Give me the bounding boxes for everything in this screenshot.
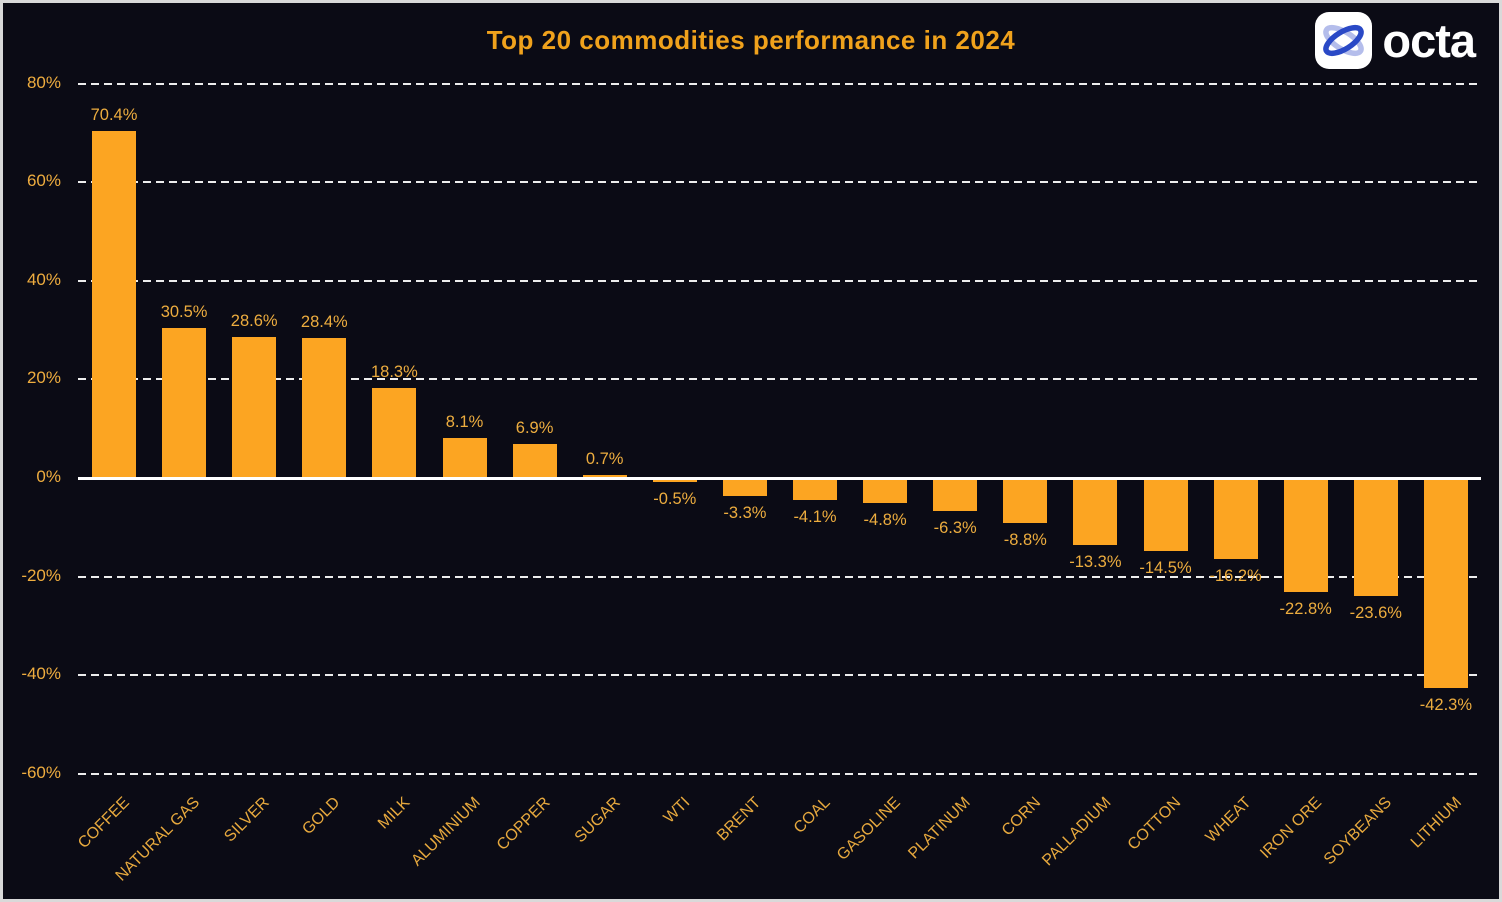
x-axis-category-label: ALUMINIUM <box>408 794 484 870</box>
x-axis-category-label: SUGAR <box>571 794 624 847</box>
bar-value-label: -14.5% <box>1139 558 1192 577</box>
x-axis-category-label: COTTON <box>1124 794 1185 854</box>
y-axis-tick-label: 80% <box>26 72 61 92</box>
bar <box>372 387 417 478</box>
bar-value-label: 8.1% <box>445 413 484 432</box>
bar <box>793 479 837 500</box>
gridline <box>78 279 1481 282</box>
x-axis-category-label: CORN <box>999 794 1045 840</box>
bar-value-label: -4.8% <box>863 511 907 530</box>
bar <box>1003 479 1048 523</box>
bar-value-label: -22.8% <box>1279 599 1332 618</box>
bar <box>722 479 767 496</box>
bar-value-label: 70.4% <box>90 105 138 124</box>
bar <box>512 443 557 478</box>
x-axis-category-label: SILVER <box>221 794 274 846</box>
gridline <box>78 378 1481 381</box>
gridline <box>78 575 1481 578</box>
gridline <box>78 772 1481 775</box>
bar-value-label: 6.9% <box>515 418 554 437</box>
bar <box>442 438 487 478</box>
x-axis-category-label: MILK <box>375 794 414 833</box>
y-axis-tick-label: 0% <box>36 467 61 486</box>
bar-value-label: 0.7% <box>585 449 624 468</box>
bar-value-label: -23.6% <box>1349 603 1402 622</box>
x-axis-category-label: BRENT <box>713 794 764 845</box>
x-axis-category-label: LITHIUM <box>1407 794 1465 852</box>
y-axis-tick-label: -60% <box>21 762 61 782</box>
bar <box>162 327 207 478</box>
bar <box>1353 479 1398 596</box>
x-axis-category-label: WTI <box>661 794 694 827</box>
gridline <box>78 674 1481 677</box>
bar <box>582 474 627 478</box>
bar <box>232 337 277 478</box>
bar-value-label: -4.1% <box>793 507 837 526</box>
bar <box>652 479 697 482</box>
bar-value-label: -8.8% <box>1003 530 1047 549</box>
bar-value-label: 18.3% <box>370 362 418 381</box>
y-axis-tick-label: 40% <box>26 269 61 289</box>
bar-value-label: -13.3% <box>1069 553 1122 572</box>
x-axis-category-label: SOYBEANS <box>1320 794 1395 869</box>
bar <box>92 130 136 478</box>
y-axis-tick-label: -40% <box>21 664 61 684</box>
bar-value-label: 30.5% <box>160 302 208 321</box>
bar-value-label: -3.3% <box>723 503 767 522</box>
bar-value-label: -6.3% <box>933 518 977 537</box>
x-axis-category-label: PLATINUM <box>905 794 975 863</box>
x-axis-category-label: PALLADIUM <box>1039 794 1115 870</box>
y-axis-tick-label: 60% <box>26 171 61 191</box>
octa-logo-icon <box>1315 12 1373 69</box>
octa-logo-text: octa <box>1382 14 1476 67</box>
bar-value-label: -0.5% <box>653 489 697 508</box>
x-axis-category-label: COFFEE <box>75 794 134 852</box>
plot-area: 80% 60% 40% 20% 0% -20% -40% -60% 70.4% COFFEE 30.… <box>3 3 1499 899</box>
octa-logo: octa <box>1315 12 1476 69</box>
bar-value-label: -16.2% <box>1209 567 1262 586</box>
bar-value-label: -42.3% <box>1419 695 1473 714</box>
x-axis-category-label: COPPER <box>493 794 554 854</box>
chart-title: Top 20 commodities performance in 2024 <box>486 25 1016 55</box>
x-axis-category-label: IRON ORE <box>1256 794 1325 862</box>
bar <box>863 479 908 504</box>
bar <box>1143 479 1188 551</box>
zero-axis-line <box>78 476 1481 480</box>
x-axis-category-label: COAL <box>791 794 835 837</box>
x-axis-category-label: GASOLINE <box>834 794 905 864</box>
gridline <box>78 181 1481 184</box>
y-axis-tick-label: -20% <box>21 565 61 585</box>
bar <box>1213 479 1258 560</box>
bar <box>1073 479 1118 546</box>
x-axis-category-label: GOLD <box>299 794 344 839</box>
bar <box>1423 479 1468 688</box>
x-axis-category-label: WHEAT <box>1202 794 1255 847</box>
bar-value-label: 28.6% <box>230 312 278 331</box>
bar-value-label: 28.4% <box>300 313 348 332</box>
gridline <box>78 82 1481 85</box>
bar <box>302 338 347 478</box>
bar <box>933 479 978 511</box>
y-axis-tick-label: 20% <box>26 368 61 388</box>
bar <box>1283 479 1328 592</box>
